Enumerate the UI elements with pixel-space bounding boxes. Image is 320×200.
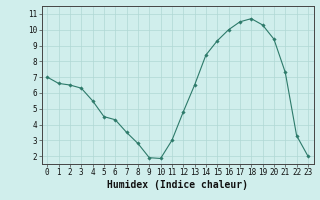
X-axis label: Humidex (Indice chaleur): Humidex (Indice chaleur) (107, 180, 248, 190)
